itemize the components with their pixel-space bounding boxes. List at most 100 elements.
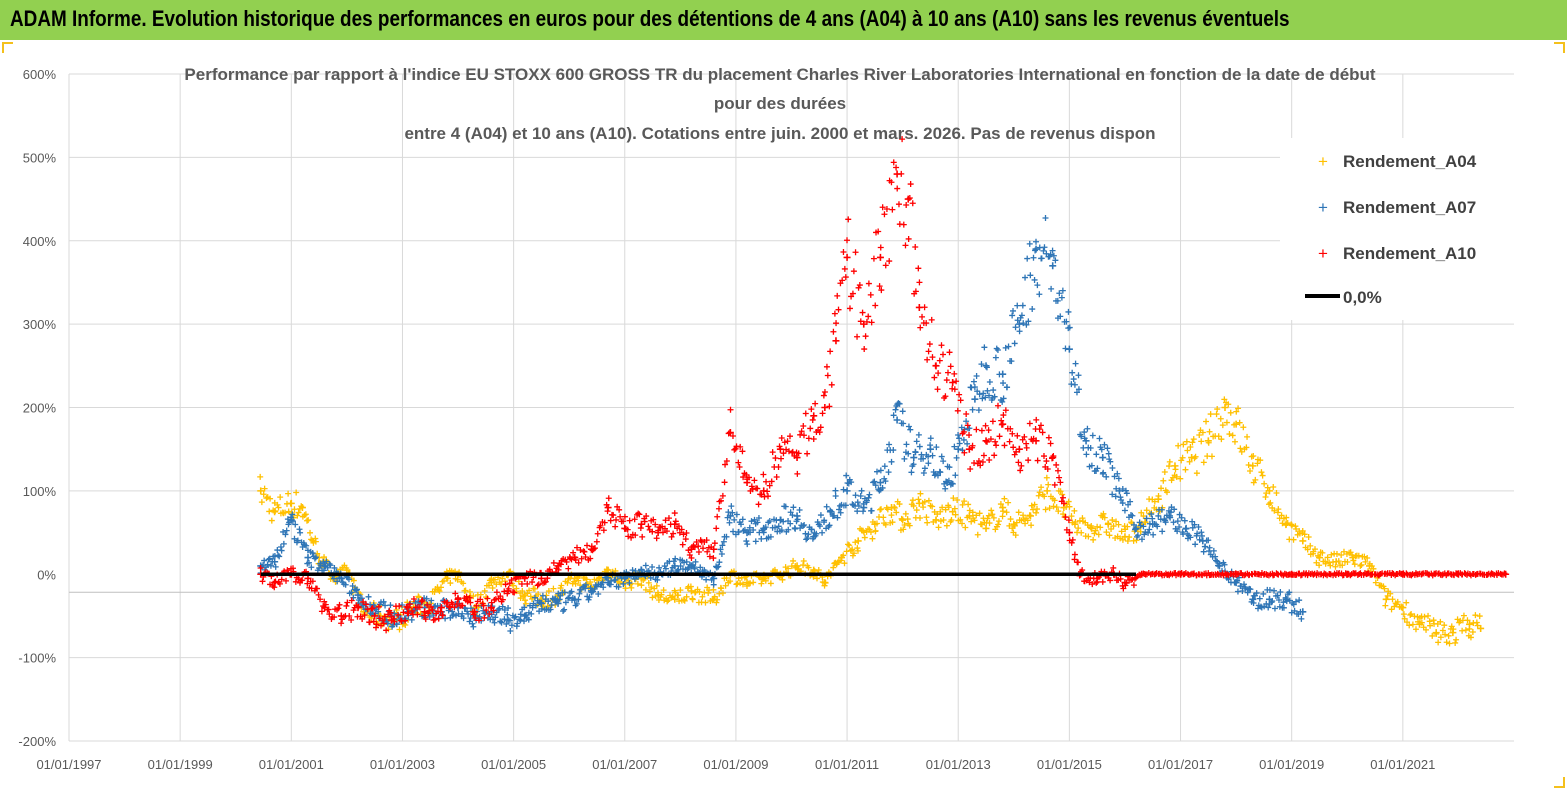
data-point [1221,396,1228,403]
data-point [954,497,961,504]
data-point [1021,433,1028,440]
data-point [951,370,958,377]
data-point [1177,475,1184,482]
data-point [645,579,652,586]
data-point [841,560,848,567]
data-point [1307,542,1314,549]
data-point [790,504,797,511]
data-point [1450,626,1457,633]
data-point [912,244,919,251]
data-point [675,523,682,530]
data-point [772,455,779,462]
data-point [344,599,351,606]
data-point [410,596,417,603]
data-point [1446,640,1453,647]
data-point [649,563,656,570]
data-point [1085,533,1092,540]
data-point [1167,509,1174,516]
data-point [655,527,662,534]
data-point [1130,582,1137,589]
chart-area: 600% 500% 400% 300% 200% 100% 0% -100% -200% 01/0… [18,65,1525,772]
data-point [642,562,649,569]
data-point [966,432,973,439]
data-point [1214,406,1221,413]
data-point [470,593,477,600]
data-point [986,520,993,527]
data-point [492,596,499,603]
data-point [997,501,1004,508]
data-point [1221,561,1228,568]
data-point [632,532,639,539]
data-point [963,411,970,418]
data-point [557,561,564,568]
data-point [714,513,721,520]
data-point [470,623,477,630]
data-point [722,582,729,589]
chart-title-line-3: entre 4 (A04) et 10 ans (A10). Cotations… [404,124,1155,143]
data-point [905,450,912,457]
data-point [629,567,636,574]
data-point [942,393,949,400]
data-point [1189,518,1196,525]
data-point [595,575,602,582]
data-point [905,235,912,242]
data-point [1001,495,1008,502]
data-point [507,628,514,635]
data-point [705,590,712,597]
data-point [858,487,865,494]
data-point [704,548,711,555]
data-point [1193,470,1200,477]
data-point [575,559,582,566]
data-point [1047,440,1054,447]
data-point [325,606,332,613]
data-point [693,538,700,545]
data-point [975,458,982,465]
data-point [1241,581,1248,588]
data-point [1051,481,1058,488]
data-point [1119,536,1126,543]
data-point [1350,557,1357,564]
x-tick-label: 01/01/1999 [148,757,213,772]
data-point [1106,532,1113,539]
data-point [888,512,895,519]
data-point [628,534,635,541]
data-point [375,603,382,610]
data-point [713,599,720,606]
data-point [807,425,814,432]
data-point [1066,324,1073,331]
data-point [952,472,959,479]
data-point [976,510,983,517]
data-point [424,602,431,609]
data-point [654,589,661,596]
data-point [936,357,943,364]
data-point [350,577,357,584]
data-point [1001,442,1008,449]
data-point [861,346,868,353]
data-point [354,591,362,599]
data-point [277,543,284,550]
data-point [1244,433,1251,440]
data-point [535,591,542,598]
data-point [499,596,506,603]
data-point [1404,619,1411,626]
data-point [274,552,281,559]
data-point [1155,512,1162,519]
data-point [1018,462,1025,469]
data-point [587,585,594,592]
data-point [467,605,474,612]
data-point [1068,513,1075,520]
x-tick-label: 01/01/2021 [1370,757,1435,772]
data-point [912,449,919,456]
data-point [1199,429,1206,436]
data-point [1383,571,1390,578]
data-point [671,510,678,517]
data-point [261,485,268,492]
data-point [1238,448,1245,455]
data-point [505,585,512,592]
data-point [723,533,730,540]
data-point [297,529,304,536]
data-point [634,580,641,587]
data-point [1111,473,1118,480]
data-point [758,535,765,542]
chart-title-line-2: pour des durées [714,94,846,113]
